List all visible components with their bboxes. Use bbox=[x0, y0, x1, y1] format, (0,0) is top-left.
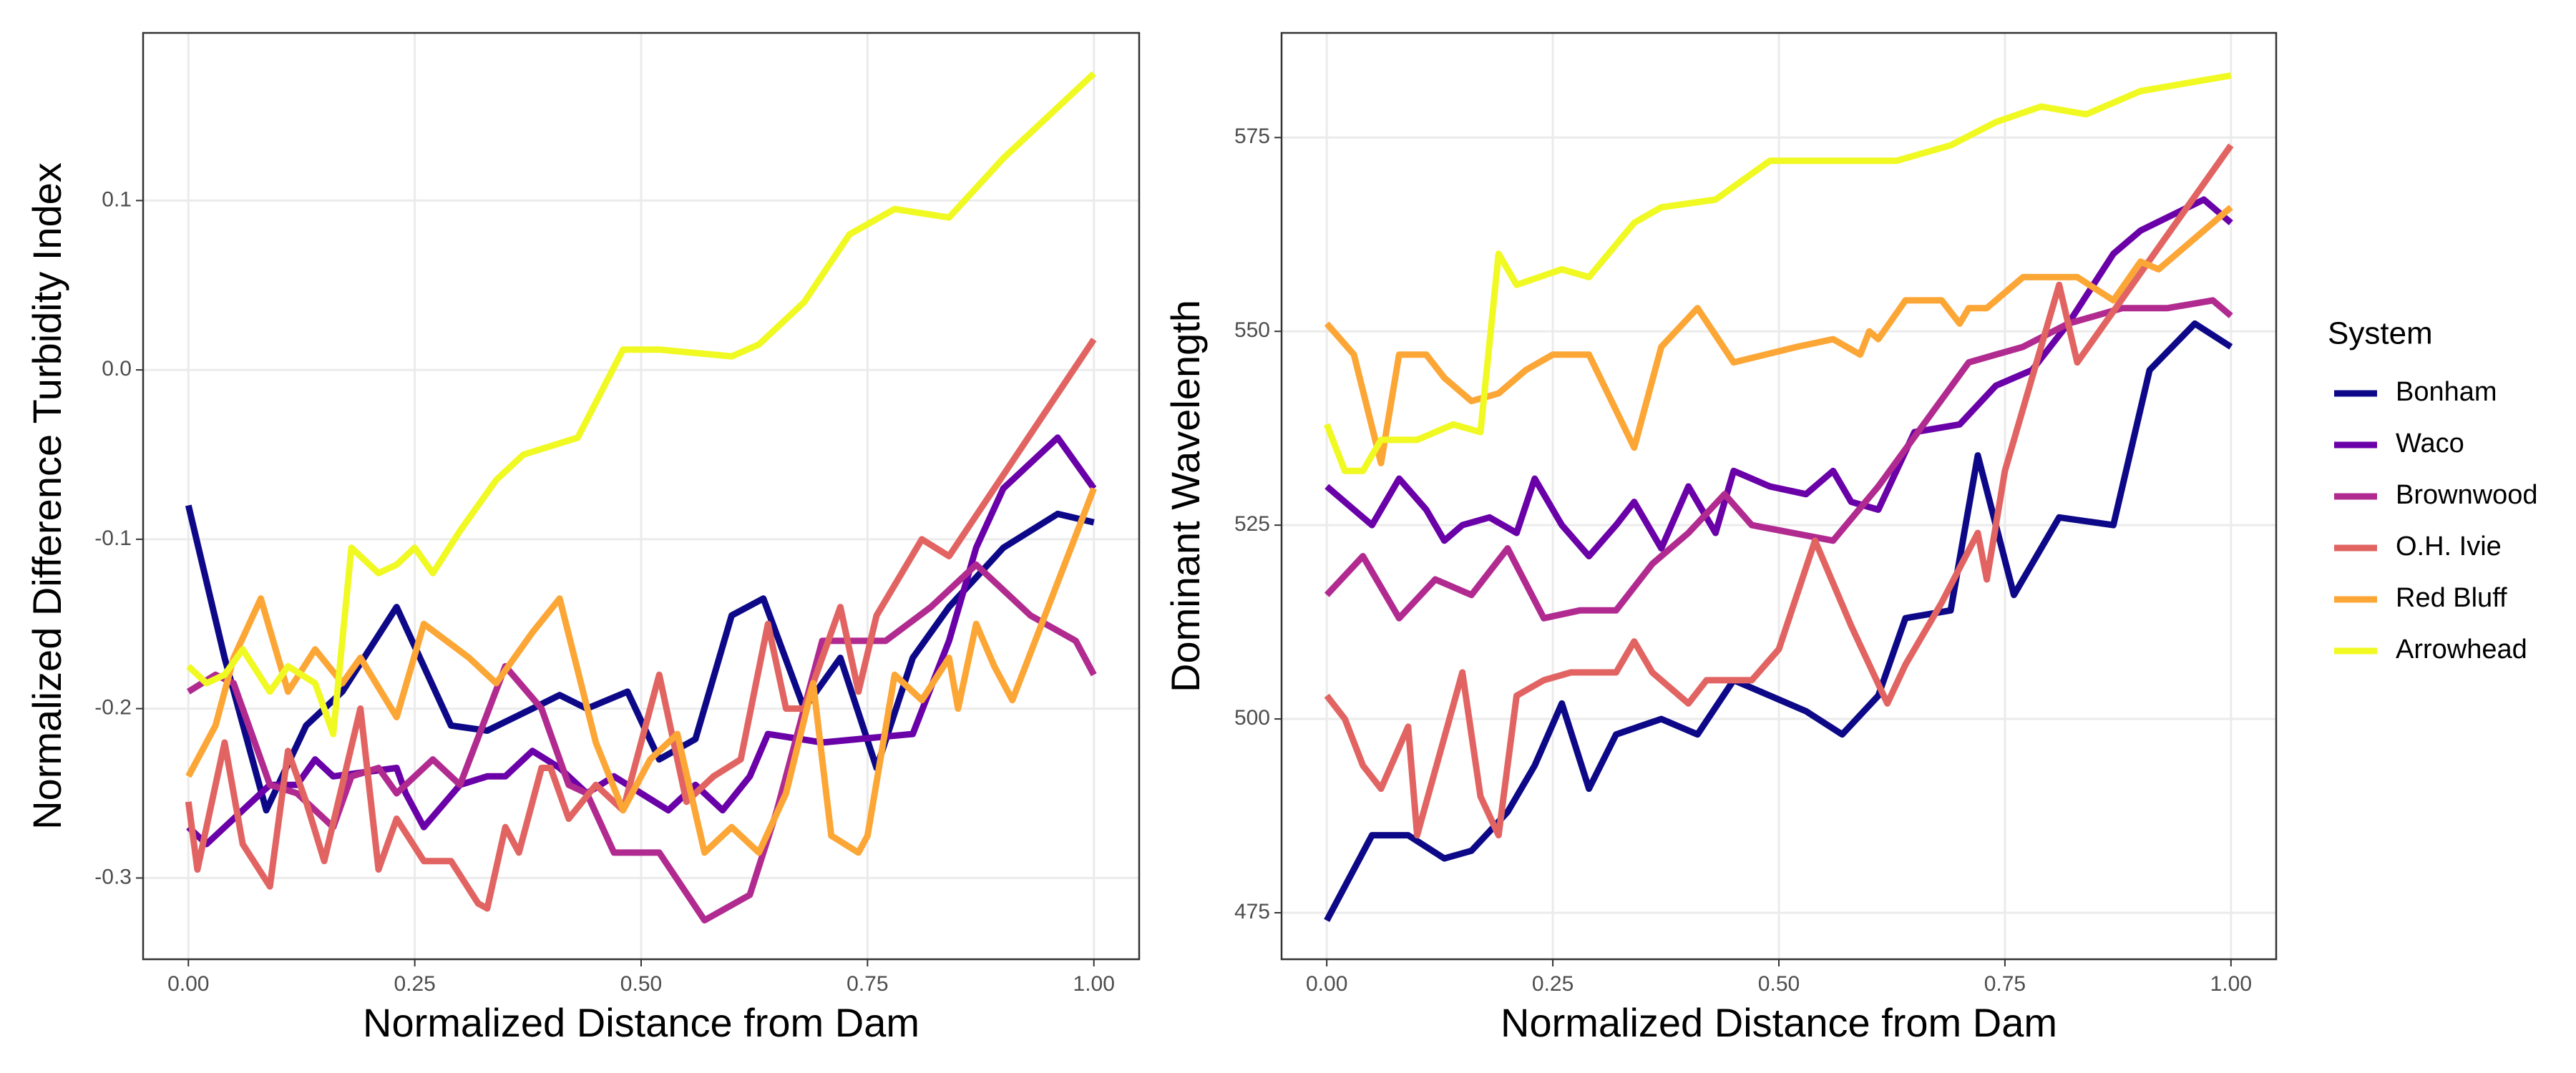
y-tick-label: 0.0 bbox=[102, 357, 132, 381]
x-tick-label: 0.25 bbox=[394, 972, 435, 996]
y-tick-label: -0.3 bbox=[94, 865, 132, 888]
legend-label: Waco bbox=[2396, 428, 2464, 459]
series-line bbox=[1324, 320, 2233, 922]
x-tick-label: 0.25 bbox=[1532, 972, 1574, 996]
series-line bbox=[185, 487, 1097, 856]
y-tick-label: 525 bbox=[1234, 512, 1270, 536]
legend-label: Arrowhead bbox=[2396, 635, 2527, 665]
y-tick-label: 475 bbox=[1234, 900, 1270, 923]
x-tick-label: 0.50 bbox=[1758, 972, 1800, 996]
y-tick-label: -0.2 bbox=[94, 696, 132, 720]
series-line bbox=[1324, 205, 2233, 466]
x-axis-title: Normalized Distance from Dam bbox=[1501, 1000, 2057, 1045]
series-line bbox=[1324, 297, 2233, 622]
panel-border bbox=[1280, 31, 2278, 961]
y-axis-title: Normalized Difference Turbidity Index bbox=[24, 162, 69, 830]
x-tick-label: 1.00 bbox=[1073, 972, 1115, 996]
series-line bbox=[186, 434, 1097, 848]
y-tick-label: -0.1 bbox=[94, 526, 132, 550]
series-line bbox=[1324, 72, 2232, 474]
series-line bbox=[1324, 143, 2234, 839]
y-axis-title: Dominant Wavelength bbox=[1163, 300, 1208, 692]
series-line bbox=[186, 71, 1096, 738]
legend-label: Bonham bbox=[2396, 377, 2497, 407]
series-line bbox=[185, 338, 1097, 912]
series-line bbox=[1324, 196, 2233, 559]
y-tick-label: 0.1 bbox=[102, 187, 132, 211]
x-tick-label: 0.00 bbox=[167, 972, 209, 996]
legend-title: System bbox=[2328, 316, 2433, 351]
panel-border bbox=[142, 31, 1141, 961]
x-tick-label: 0.50 bbox=[620, 972, 662, 996]
legend-label: Brownwood bbox=[2396, 480, 2538, 510]
y-tick-label: 575 bbox=[1234, 124, 1270, 148]
x-axis-title: Normalized Distance from Dam bbox=[363, 1000, 919, 1045]
x-tick-label: 0.00 bbox=[1306, 972, 1347, 996]
legend-label: Red Bluff bbox=[2396, 583, 2507, 613]
x-tick-label: 0.75 bbox=[1984, 972, 2026, 996]
legend-label: O.H. Ivie bbox=[2396, 531, 2502, 562]
y-tick-label: 500 bbox=[1234, 706, 1270, 730]
y-tick-label: 550 bbox=[1234, 318, 1270, 342]
x-tick-label: 1.00 bbox=[2210, 972, 2252, 996]
x-tick-label: 0.75 bbox=[847, 972, 888, 996]
